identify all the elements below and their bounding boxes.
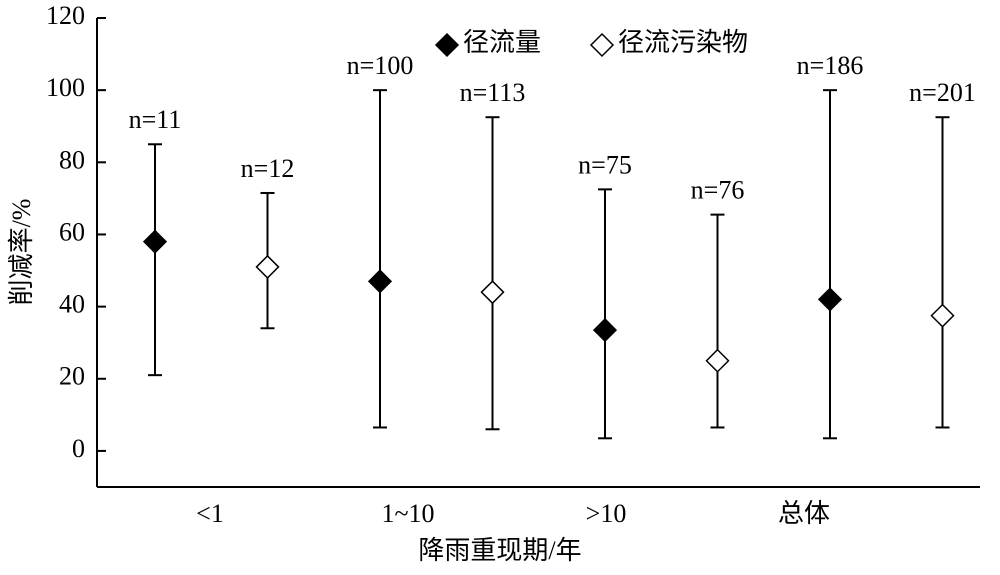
marker (367, 269, 393, 294)
x-tick-label: >10 (586, 499, 627, 528)
n-label: n=100 (347, 51, 414, 80)
x-tick-label: 1~10 (381, 499, 434, 528)
legend-marker (434, 32, 460, 58)
marker (930, 303, 955, 328)
y-tick-label: 100 (46, 73, 85, 102)
x-axis-label: 降雨重现期/年 (418, 536, 581, 565)
marker (142, 229, 168, 254)
y-tick-label: 20 (59, 362, 85, 391)
legend-label: 径流污染物 (618, 28, 748, 57)
n-label: n=75 (578, 150, 632, 179)
n-label: n=113 (460, 78, 526, 107)
marker (817, 287, 843, 312)
y-tick-label: 120 (46, 1, 85, 30)
marker (480, 280, 505, 305)
marker (255, 254, 280, 279)
y-tick-label: 0 (72, 434, 85, 463)
n-label: n=12 (241, 154, 295, 183)
n-label: n=76 (691, 176, 745, 205)
y-tick-label: 60 (59, 217, 85, 246)
legend-marker (589, 32, 615, 58)
y-axis-label: 削减率/% (7, 199, 36, 306)
n-label: n=186 (797, 51, 864, 80)
y-tick-label: 80 (59, 145, 85, 174)
x-tick-label: <1 (196, 499, 224, 528)
x-tick-label: 总体 (778, 499, 830, 528)
n-label: n=11 (129, 105, 182, 134)
marker (705, 348, 730, 373)
y-tick-label: 40 (59, 290, 85, 319)
legend-label: 径流量 (463, 28, 541, 57)
marker (592, 318, 618, 343)
n-label: n=201 (909, 78, 976, 107)
